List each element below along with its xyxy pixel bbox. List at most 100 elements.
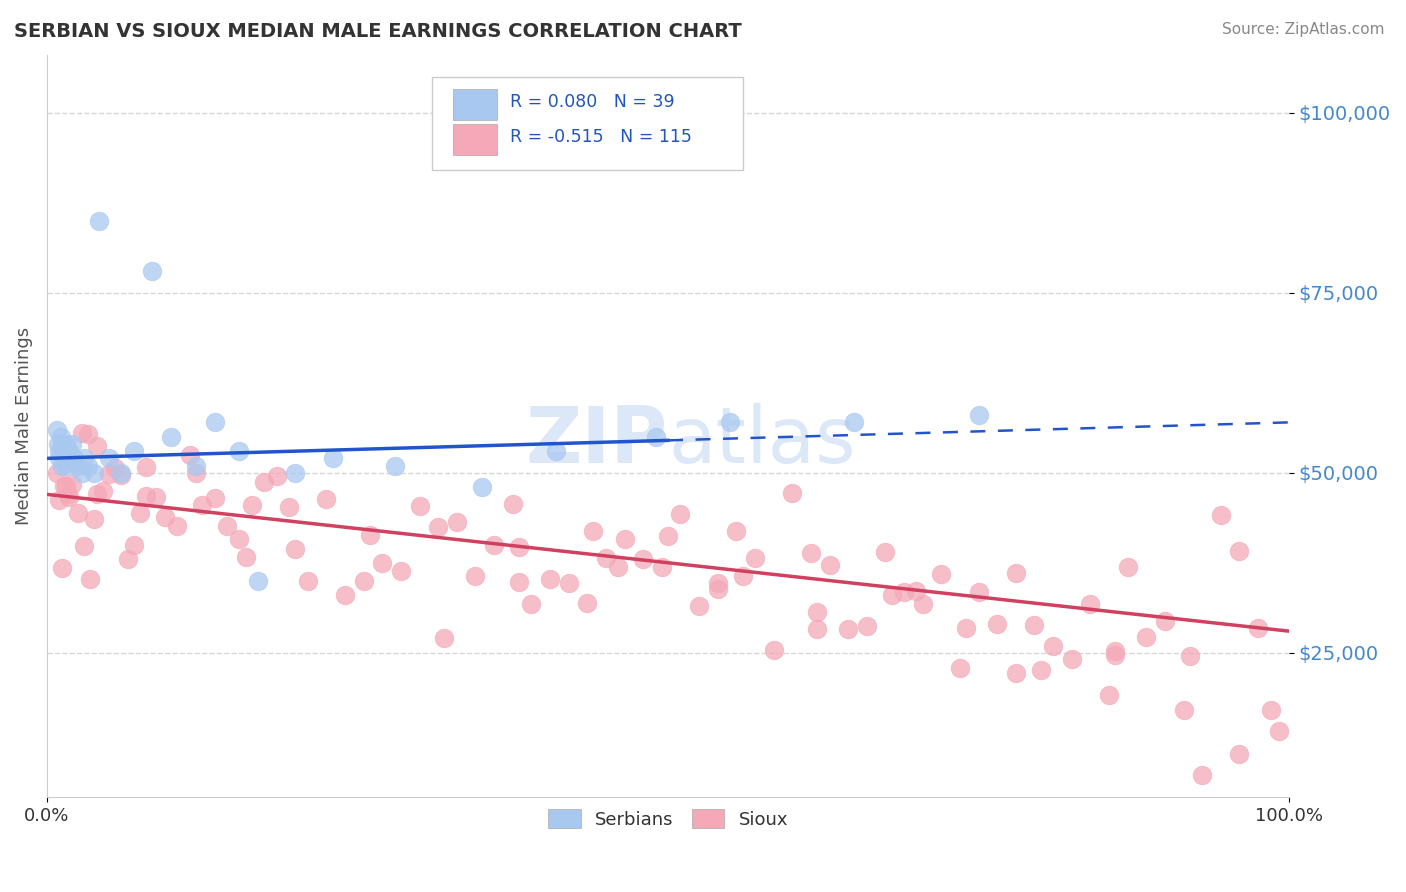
Point [98, 451, 121, 466]
Point [63, 451, 86, 466]
Point [806, 622, 828, 636]
Point [86, 440, 108, 454]
Point [731, 569, 754, 583]
Point [508, 540, 530, 554]
Point [184, 466, 207, 480]
Legend: Serbians, Sioux: Serbians, Sioux [541, 802, 796, 836]
Point [141, 264, 163, 278]
Point [446, 515, 468, 529]
Point [837, 622, 859, 636]
Point [844, 415, 866, 429]
Point [1005, 665, 1028, 680]
Point [66, 458, 89, 473]
Text: Source: ZipAtlas.com: Source: ZipAtlas.com [1222, 22, 1385, 37]
Point [135, 460, 157, 475]
Point [247, 574, 270, 588]
Point [1173, 702, 1195, 716]
Point [986, 617, 1008, 632]
Point [63, 455, 86, 469]
Point [228, 444, 250, 458]
Point [45, 466, 67, 480]
Point [45, 423, 67, 437]
Point [502, 497, 524, 511]
Point [55, 451, 77, 466]
Point [117, 552, 139, 566]
Point [855, 619, 877, 633]
Point [408, 500, 430, 514]
Point [911, 597, 934, 611]
Point [266, 468, 288, 483]
Point [706, 576, 728, 591]
Point [576, 596, 599, 610]
Point [73, 451, 96, 466]
Point [1229, 747, 1251, 761]
Point [508, 574, 530, 589]
Point [79, 572, 101, 586]
Point [77, 426, 100, 441]
Point [967, 408, 990, 422]
Text: SERBIAN VS SIOUX MEDIAN MALE EARNINGS CORRELATION CHART: SERBIAN VS SIOUX MEDIAN MALE EARNINGS CO… [14, 22, 742, 41]
Point [595, 550, 617, 565]
Point [322, 451, 344, 466]
Point [1209, 508, 1232, 522]
Point [55, 437, 77, 451]
Point [1154, 614, 1177, 628]
Point [77, 458, 100, 473]
Point [191, 499, 214, 513]
Point [893, 584, 915, 599]
Point [253, 475, 276, 489]
Point [1268, 723, 1291, 738]
Point [433, 631, 456, 645]
Point [1116, 560, 1139, 574]
Point [1229, 543, 1251, 558]
Point [1135, 630, 1157, 644]
Point [546, 444, 568, 458]
Point [179, 448, 201, 462]
Point [83, 512, 105, 526]
Point [333, 588, 356, 602]
Point [153, 509, 176, 524]
Point [48, 493, 70, 508]
Point [284, 466, 307, 480]
Point [688, 599, 710, 614]
Point [651, 560, 673, 574]
Point [725, 524, 748, 538]
Point [1191, 768, 1213, 782]
Point [880, 588, 903, 602]
FancyBboxPatch shape [453, 124, 496, 155]
Point [631, 552, 654, 566]
Point [1104, 648, 1126, 662]
Point [1005, 566, 1028, 581]
Point [949, 661, 972, 675]
Point [91, 484, 114, 499]
Point [60, 437, 83, 451]
Point [669, 507, 692, 521]
Point [51, 458, 73, 473]
Point [931, 567, 953, 582]
Point [613, 533, 636, 547]
Text: atlas: atlas [668, 403, 855, 479]
Point [53, 479, 76, 493]
Point [53, 444, 76, 458]
Point [384, 458, 406, 473]
Point [1104, 644, 1126, 658]
Point [905, 584, 928, 599]
Point [129, 506, 152, 520]
Point [818, 558, 841, 572]
Point [235, 550, 257, 565]
Point [55, 458, 77, 473]
Y-axis label: Median Male Earnings: Median Male Earnings [15, 326, 32, 525]
Point [1042, 639, 1064, 653]
Point [58, 444, 80, 458]
Point [73, 539, 96, 553]
Point [464, 569, 486, 583]
Point [110, 468, 132, 483]
Point [55, 479, 77, 493]
Point [1080, 598, 1102, 612]
Point [520, 597, 543, 611]
Point [875, 545, 897, 559]
Point [228, 532, 250, 546]
Point [1260, 703, 1282, 717]
Point [145, 490, 167, 504]
Point [800, 546, 823, 560]
